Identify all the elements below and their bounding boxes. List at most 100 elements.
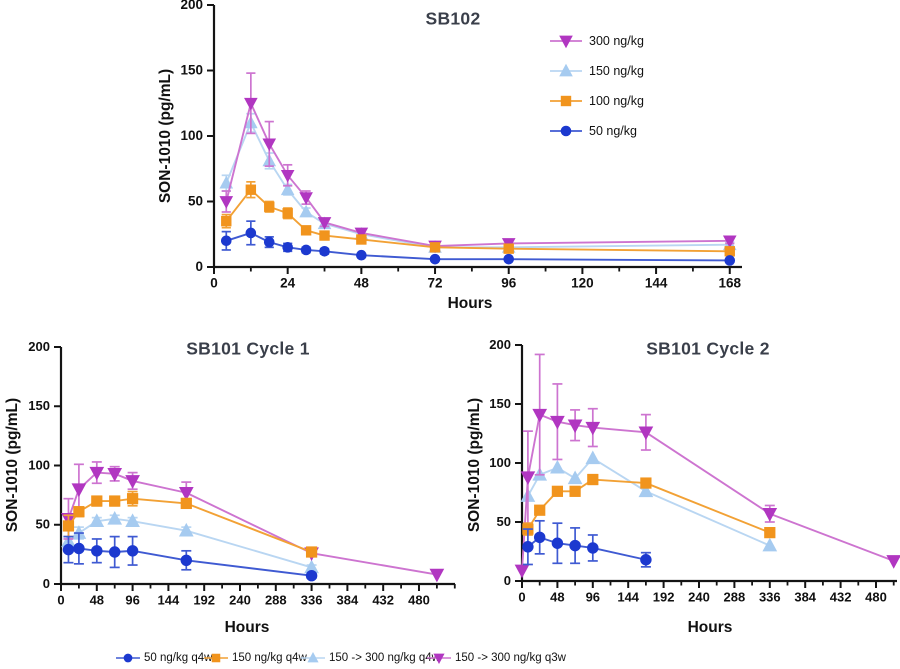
svg-text:144: 144 xyxy=(645,276,668,291)
data-point xyxy=(724,246,735,257)
series-line xyxy=(527,457,771,547)
data-point xyxy=(300,244,312,256)
data-point xyxy=(354,227,369,241)
data-point xyxy=(300,225,312,236)
data-point xyxy=(180,554,193,567)
svg-text:480: 480 xyxy=(408,593,430,608)
data-point xyxy=(280,169,295,183)
data-point xyxy=(282,242,293,253)
data-point xyxy=(520,471,536,485)
svg-text:288: 288 xyxy=(724,590,746,605)
data-point xyxy=(245,184,257,195)
ticks: 0 48 96 144 192 240 288 336 384 432 480 0 50 100 150 20… xyxy=(489,337,895,605)
data-point xyxy=(319,230,330,241)
legend-item-150-ng-kg-q4w: 150 ng/kg q4w xyxy=(204,650,307,666)
series-300-ng-kg xyxy=(219,72,737,254)
series-50-ng-kg xyxy=(220,220,736,266)
data-point xyxy=(62,543,75,556)
data-point xyxy=(262,138,277,152)
data-point xyxy=(178,486,194,501)
data-point xyxy=(429,253,441,265)
data-point xyxy=(886,555,900,569)
svg-text:0: 0 xyxy=(210,276,218,291)
data-point xyxy=(551,537,564,549)
series-150-ng-kg-q4w xyxy=(62,490,318,558)
circle-marker-icon xyxy=(550,125,582,137)
legend-item-100-ng-kg: 100 ng/kg xyxy=(549,86,644,116)
triangle-down-marker-icon xyxy=(550,35,582,49)
data-point xyxy=(125,475,140,489)
svg-text:0: 0 xyxy=(43,576,50,591)
legend-label: 50 ng/kg q4w xyxy=(144,652,213,664)
data-point xyxy=(429,242,441,253)
data-point xyxy=(244,97,258,111)
x-axis-label-cycle2: Hours xyxy=(687,619,733,636)
data-point xyxy=(638,426,654,441)
svg-text:200: 200 xyxy=(489,337,511,352)
svg-text:0: 0 xyxy=(195,259,203,274)
svg-text:150: 150 xyxy=(28,398,50,413)
data-point xyxy=(71,525,87,539)
ticks: 0 48 96 144 192 240 288 336 384 432 480 0 50 100 150 20… xyxy=(28,339,456,608)
data-point xyxy=(62,520,75,532)
data-point xyxy=(585,450,601,465)
data-point xyxy=(245,227,257,239)
data-point xyxy=(550,415,565,430)
data-point xyxy=(282,208,293,219)
data-point xyxy=(317,217,332,230)
data-point xyxy=(89,466,105,481)
data-point xyxy=(89,513,105,527)
svg-text:100: 100 xyxy=(28,457,50,472)
x-axis-label-cycle1: Hours xyxy=(224,619,270,636)
data-point xyxy=(178,522,194,537)
data-point xyxy=(532,408,548,423)
series-50-ng-kg-q4w xyxy=(522,519,652,568)
data-point xyxy=(567,419,583,434)
data-point xyxy=(640,477,652,489)
series-line xyxy=(67,471,438,576)
svg-text:288: 288 xyxy=(265,593,287,608)
y-axis-label-cycle1: SON-1010 (pg/mL) xyxy=(4,397,21,533)
data-point xyxy=(567,470,583,485)
data-point xyxy=(108,546,121,558)
data-point xyxy=(73,506,85,518)
y-axis-label-cycle2: SON-1010 (pg/mL) xyxy=(466,397,483,533)
svg-text:48: 48 xyxy=(90,593,104,608)
svg-text:150: 150 xyxy=(180,63,203,78)
svg-text:0: 0 xyxy=(504,573,511,588)
svg-text:432: 432 xyxy=(830,590,852,605)
data-point xyxy=(559,63,573,77)
legend-label: 300 ng/kg xyxy=(589,34,644,48)
series-line xyxy=(527,536,647,561)
svg-text:0: 0 xyxy=(518,590,525,605)
data-point xyxy=(123,653,133,663)
square-marker-icon xyxy=(204,653,228,663)
legend-item-300-ng-kg: 300 ng/kg xyxy=(549,26,644,56)
legend-label: 150 -> 300 ng/kg q4w xyxy=(329,652,440,664)
data-point xyxy=(560,95,572,107)
circle-marker-icon xyxy=(116,653,140,663)
series-line xyxy=(225,188,730,253)
data-point xyxy=(533,531,546,544)
svg-text:168: 168 xyxy=(718,276,741,291)
data-point xyxy=(305,546,318,558)
svg-text:48: 48 xyxy=(550,590,564,605)
series-line xyxy=(225,231,730,262)
series-50-ng-kg-q4w xyxy=(62,532,318,582)
legend-label: 150 ng/kg xyxy=(589,64,644,78)
svg-text:200: 200 xyxy=(180,0,203,12)
svg-text:240: 240 xyxy=(229,593,251,608)
series-100-ng-kg xyxy=(221,181,735,257)
axes xyxy=(212,5,742,269)
data-point xyxy=(125,513,140,527)
svg-text:192: 192 xyxy=(193,593,215,608)
data-point xyxy=(264,201,275,212)
data-point xyxy=(280,182,295,196)
data-point xyxy=(534,504,546,516)
svg-text:24: 24 xyxy=(280,276,296,291)
legend-label: 150 -> 300 ng/kg q3w xyxy=(455,652,566,664)
data-point xyxy=(221,215,232,227)
data-point xyxy=(724,255,736,266)
series-150-ng-kg xyxy=(219,112,737,253)
